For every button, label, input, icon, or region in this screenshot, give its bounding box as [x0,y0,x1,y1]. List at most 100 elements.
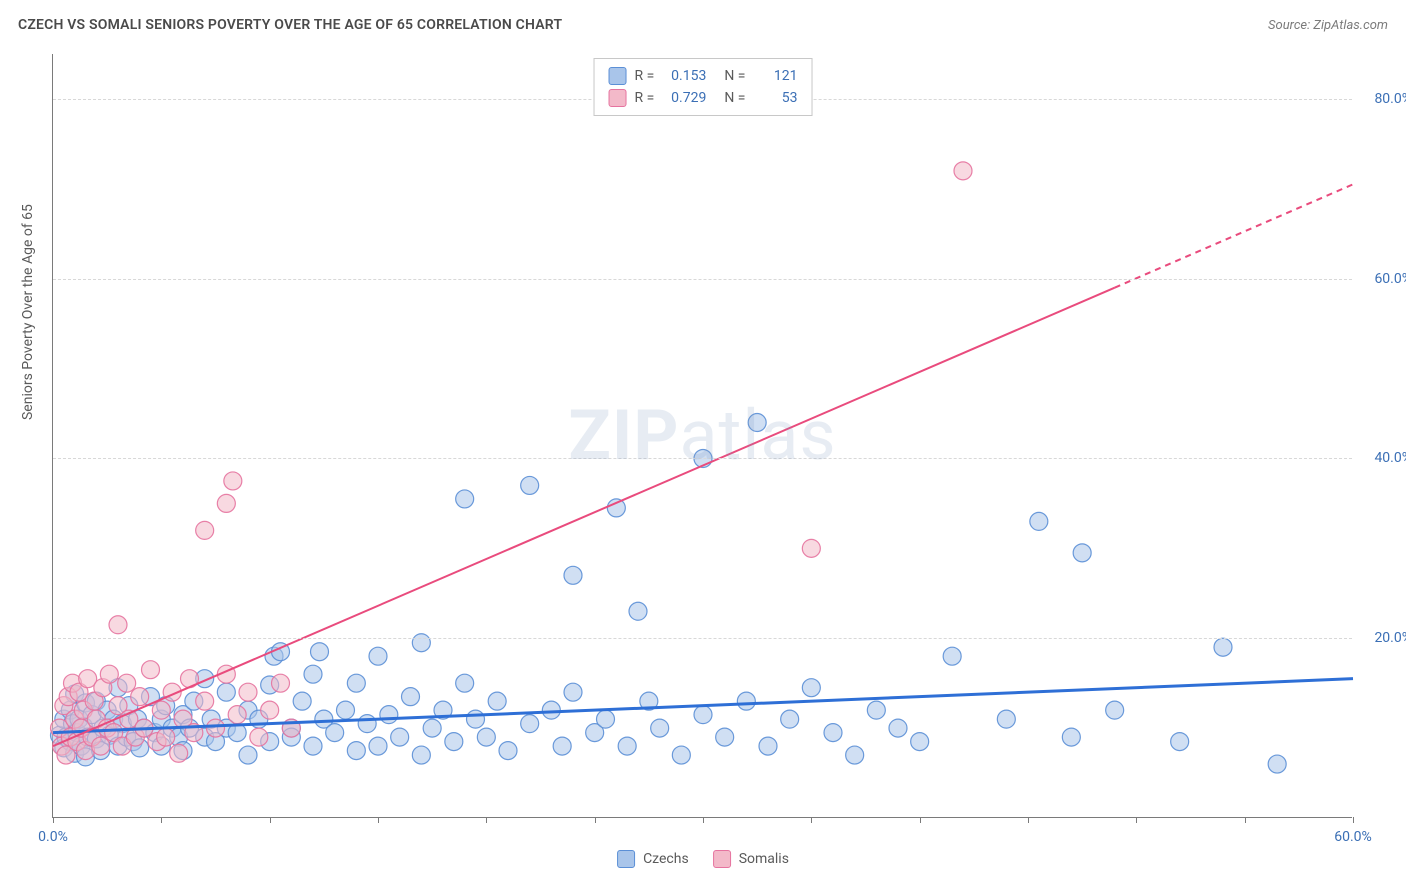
scatter-point [846,746,864,764]
x-tick-label: 0.0% [38,829,68,845]
scatter-point [1073,544,1091,562]
scatter-point [911,733,929,751]
scatter-point [196,521,214,539]
x-tick [1136,817,1137,823]
y-tick-label: 80.0% [1357,91,1406,107]
plot-area: ZIPatlas 20.0%40.0%60.0%80.0%0.0%60.0% [52,54,1352,818]
y-tick-label: 40.0% [1357,450,1406,466]
gridline [53,638,1352,639]
scatter-point [304,665,322,683]
scatter-point [311,643,329,661]
x-tick [270,817,271,823]
scatter-point [618,737,636,755]
gridline [53,279,1352,280]
x-tick [378,817,379,823]
scatter-point [369,647,387,665]
x-tick [920,817,921,823]
scatter-point [607,499,625,517]
scatter-point [100,665,118,683]
scatter-point [380,706,398,724]
scatter-point [157,728,175,746]
scatter-point [716,728,734,746]
scatter-point [943,647,961,665]
scatter-point [217,494,235,512]
trend-line [53,288,1115,746]
scatter-point [1062,728,1080,746]
legend-n-label: N = [724,90,745,106]
scatter-point [542,701,560,719]
x-tick [811,817,812,823]
scatter-point [521,476,539,494]
scatter-point [1030,512,1048,530]
scatter-point [142,661,160,679]
x-tick [161,817,162,823]
scatter-point [748,414,766,432]
x-tick [595,817,596,823]
scatter-point [261,701,279,719]
legend-swatch [609,89,627,107]
legend-r-label: R = [635,90,655,106]
legend-r-label: R = [635,68,655,84]
scatter-point [369,737,387,755]
scatter-point [802,679,820,697]
x-tick [53,817,54,823]
scatter-point [170,744,188,762]
y-axis-title: Seniors Poverty Over the Age of 65 [20,204,36,420]
scatter-point [597,710,615,728]
scatter-point [412,746,430,764]
scatter-point [109,616,127,634]
scatter-point [889,719,907,737]
x-tick [1028,817,1029,823]
scatter-point [629,602,647,620]
plot-svg [53,54,1352,817]
scatter-point [456,674,474,692]
x-tick-label: 60.0% [1334,829,1372,845]
legend-r-value: 0.729 [662,90,706,106]
scatter-point [347,674,365,692]
scatter-point [131,688,149,706]
scatter-point [802,539,820,557]
scatter-point [1106,701,1124,719]
legend-series-label: Czechs [643,851,689,867]
scatter-point [250,728,268,746]
scatter-point [867,701,885,719]
scatter-point [824,724,842,742]
scatter-point [239,746,257,764]
scatter-point [694,706,712,724]
legend-swatch [609,67,627,85]
legend-correlation-row: R = 0.729 N = 53 [609,87,798,109]
gridline [53,458,1352,459]
scatter-point [477,728,495,746]
scatter-point [293,692,311,710]
scatter-point [402,688,420,706]
scatter-point [1268,755,1286,773]
scatter-point [423,719,441,737]
scatter-point [1171,733,1189,751]
trend-line-extend [1115,184,1353,287]
legend-n-value: 53 [753,90,797,106]
legend-swatch [617,850,635,868]
scatter-point [456,490,474,508]
scatter-point [358,715,376,733]
scatter-point [239,683,257,701]
scatter-point [217,683,235,701]
legend-n-label: N = [724,68,745,84]
scatter-point [651,719,669,737]
scatter-point [737,692,755,710]
scatter-point [759,737,777,755]
scatter-point [445,733,463,751]
legend-swatch [713,850,731,868]
scatter-point [228,706,246,724]
legend-n-value: 121 [753,68,797,84]
scatter-point [224,472,242,490]
legend-series: CzechsSomalis [617,850,789,868]
legend-r-value: 0.153 [662,68,706,84]
scatter-point [196,692,214,710]
scatter-point [1214,638,1232,656]
legend-correlation-row: R = 0.153 N = 121 [609,65,798,87]
scatter-point [467,710,485,728]
scatter-point [564,683,582,701]
scatter-point [521,715,539,733]
scatter-point [553,737,571,755]
x-tick [486,817,487,823]
